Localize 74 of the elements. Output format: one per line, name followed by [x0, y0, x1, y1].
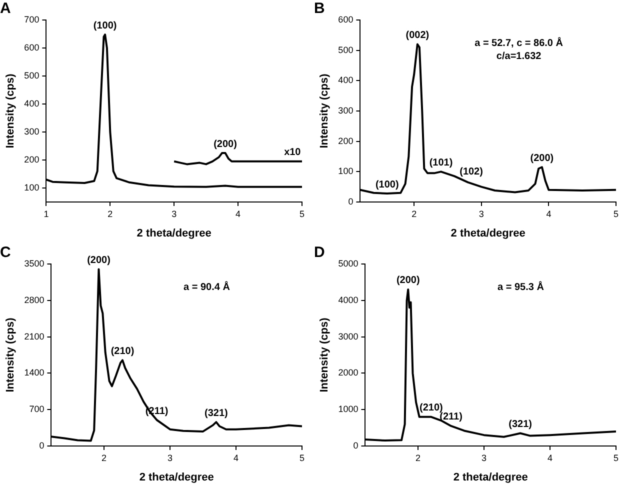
y-axis-title: Intensity (cps) [318, 317, 331, 392]
chart-title: A [0, 0, 11, 18]
y-tick-label: 400 [338, 75, 354, 86]
y-tick-label: 5000 [338, 258, 358, 268]
x-tick-label: 4 [546, 208, 552, 219]
x-tick-label: 4 [236, 208, 241, 219]
y-tick-label: 1400 [24, 368, 44, 378]
annotation: (200) [396, 275, 420, 286]
x-tick-label: 5 [299, 452, 305, 463]
y-tick-label: 100 [338, 166, 354, 176]
annotation: (210) [420, 402, 443, 414]
y-tick-label: 600 [24, 42, 40, 52]
x-axis-title: 2 theta/degree [136, 227, 212, 240]
x-tick-label: 4 [548, 452, 553, 463]
annotation: (200) [87, 254, 110, 266]
x-axis-title: 2 theta/degree [139, 471, 214, 484]
y-tick-label: 2100 [24, 331, 44, 342]
y-tick-label: 400 [24, 98, 40, 108]
x-tick-label: 3 [172, 208, 177, 219]
x-tick-label: 5 [299, 208, 305, 219]
annotation: (102) [460, 166, 483, 178]
annotation: a = 52.7, c = 86.0 Å [474, 36, 564, 49]
annotation: (321) [508, 419, 532, 430]
x-tick-label: 2 [108, 208, 113, 219]
annotation: (210) [110, 346, 134, 357]
y-tick-label: 200 [24, 154, 40, 164]
y-tick-label: 3500 [24, 258, 44, 268]
x-tick-label: 3 [478, 208, 484, 219]
y-tick-label: 0 [39, 440, 44, 450]
x-tick-label: 3 [482, 452, 487, 463]
x-axis-title: 2 theta/degree [450, 227, 526, 240]
y-tick-label: 300 [24, 126, 40, 136]
x-tick-label: 3 [168, 452, 173, 463]
x-tick-label: 1 [44, 208, 49, 219]
annotation: (101) [429, 157, 453, 168]
annotation: a = 90.4 Å [183, 280, 230, 293]
x-tick-label: 2 [412, 208, 417, 219]
y-tick-label: 0 [348, 196, 354, 206]
y-tick-label: 500 [338, 44, 354, 55]
annotation: (211) [440, 412, 462, 423]
annotation: (200) [214, 138, 237, 150]
y-tick-label: 600 [338, 14, 354, 24]
annotation: x10 [284, 147, 302, 158]
chart-title: C [0, 244, 11, 262]
y-axis-title: Intensity (cps) [4, 73, 17, 148]
y-tick-label: 100 [24, 182, 40, 192]
chart-title: D [314, 244, 325, 262]
y-tick-label: 300 [338, 105, 354, 116]
y-tick-label: 3000 [338, 331, 358, 342]
x-tick-label: 2 [102, 452, 107, 463]
y-tick-label: 1000 [338, 404, 358, 414]
y-tick-label: 200 [338, 136, 354, 146]
y-tick-label: 2800 [24, 294, 44, 305]
y-tick-label: 700 [24, 14, 40, 24]
y-tick-label: 500 [24, 70, 40, 80]
y-axis-title: Intensity (cps) [318, 73, 331, 148]
annotation: c/a=1.632 [496, 50, 542, 62]
annotation: (200) [530, 152, 554, 164]
annotation: (100) [93, 20, 117, 32]
y-tick-label: 0 [353, 440, 358, 450]
x-tick-label: 5 [613, 208, 619, 219]
y-axis-title: Intensity (cps) [4, 317, 17, 392]
x-tick-label: 2 [416, 452, 421, 463]
y-tick-label: 2000 [338, 368, 358, 378]
annotation: (002) [406, 30, 430, 42]
y-tick-label: 700 [29, 404, 44, 414]
annotation: (100) [375, 179, 399, 190]
chart-title: B [314, 0, 325, 18]
y-tick-label: 4000 [338, 294, 358, 305]
x-tick-label: 5 [613, 452, 619, 463]
x-axis-title: 2 theta/degree [453, 471, 528, 484]
x-tick-label: 4 [234, 452, 239, 463]
annotation: (321) [204, 408, 228, 419]
annotation: a = 95.3 Å [497, 280, 544, 293]
